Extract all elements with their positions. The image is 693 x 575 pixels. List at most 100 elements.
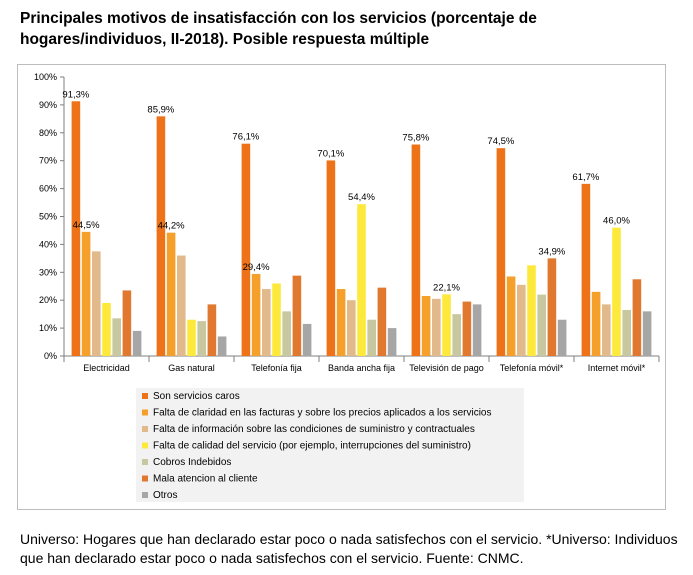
bar-3-2 [177,255,186,356]
x-category-label: Gas natural [168,363,215,373]
y-tick-label: 0% [44,351,57,361]
x-category-label: Televisión de pago [409,363,484,373]
bar-5-6 [537,294,546,356]
bar-3-3 [262,289,271,356]
bar-2-1 [81,231,91,356]
bar-6-2 [207,304,217,356]
data-label: 91,3% [62,89,89,100]
data-label: 44,2% [158,221,185,232]
bar-6-3 [292,275,302,356]
data-label: 70,1% [317,148,344,159]
bar-5-3 [282,311,291,356]
chart-footnote: Universo: Hogares que han declarado esta… [20,531,678,566]
bar-7-1 [132,330,142,356]
y-tick-label: 20% [39,295,57,305]
bar-1-2 [156,116,166,356]
legend-swatch [142,492,148,498]
y-tick-label: 80% [39,128,57,138]
bar-4-7 [612,227,621,356]
bar-1-7 [581,183,591,356]
bar-6-7 [632,279,642,356]
chart-title: Principales motivos de insatisfacción co… [20,10,537,48]
bar-2-7 [591,291,601,356]
bar-1-3 [241,143,251,356]
y-tick-label: 30% [39,267,57,277]
bar-5-7 [622,309,631,356]
y-tick-label: 50% [39,212,57,222]
bar-1-4 [326,160,336,356]
data-label: 46,0% [603,216,630,227]
bar-3-7 [602,304,611,356]
y-tick-label: 60% [39,184,57,194]
bar-5-5 [452,314,461,356]
bar-7-4 [387,328,397,356]
legend-label: Falta de información sobre las condicion… [153,424,475,435]
bar-3-5 [432,298,441,356]
data-label: 34,9% [538,246,565,257]
bar-3-6 [517,284,526,356]
bar-6-5 [462,301,472,356]
y-tick-label: 70% [39,156,57,166]
bar-1-6 [496,148,506,356]
bar-5-2 [197,321,206,356]
y-tick-label: 90% [39,100,57,110]
bar-7-7 [642,311,652,356]
bar-4-2 [187,319,196,356]
bar-7-6 [557,319,567,356]
bar-2-6 [506,276,516,356]
x-category-label: Telefonía móvil* [500,363,564,373]
bar-2-5 [421,296,431,356]
bar-4-5 [442,294,451,356]
bar-4-3 [272,283,281,356]
legend-label: Son servicios caros [153,391,240,402]
chart-frame: 0% 10% 20% 30% 40% 50% 60% 70% 80% 90% 100% Electri… [17,64,666,510]
legend-swatch [142,393,148,399]
bar-7-5 [472,304,482,356]
y-tick-label: 100% [34,72,57,82]
bar-4-1 [102,302,111,356]
x-category-label: Banda ancha fija [328,363,395,373]
bar-6-1 [122,290,132,356]
bar-3-4 [347,300,356,356]
bar-7-2 [217,336,227,356]
legend-label: Mala atencion al cliente [153,474,258,485]
legend-label: Falta de claridad en las facturas y sobr… [153,408,492,419]
bar-2-2 [166,232,176,356]
legend-box [136,388,524,502]
x-category-label: Internet móvil* [588,363,646,373]
x-category-label: Electricidad [83,363,130,373]
bar-4-6 [527,265,536,356]
legend-label: Otros [153,490,177,501]
bar-chart: 0% 10% 20% 30% 40% 50% 60% 70% 80% 90% 100% Electri… [34,72,660,502]
data-label: 29,4% [243,262,270,273]
x-category-label: Telefonía fija [251,363,302,373]
legend-label: Falta de calidad del servicio (por ejemp… [153,441,471,452]
y-tick-label: 10% [39,323,57,333]
data-label: 54,4% [348,192,375,203]
bar-2-4 [336,289,346,356]
legend-label: Cobros Indebidos [153,457,231,468]
bar-6-6 [547,258,557,356]
data-label: 74,5% [487,136,514,147]
data-label: 76,1% [232,132,259,143]
legend-swatch [142,475,148,482]
data-label: 61,7% [572,172,599,183]
y-tick-label: 40% [39,239,57,249]
bar-7-3 [302,323,312,356]
bar-5-4 [367,319,376,356]
data-label: 22,1% [433,282,460,293]
legend-swatch [142,442,148,449]
data-label: 44,5% [73,220,100,231]
legend-swatch [142,409,148,416]
bar-2-3 [251,273,261,356]
data-label: 85,9% [147,104,174,115]
bar-5-1 [112,318,121,356]
bar-1-1 [71,101,81,356]
bar-3-1 [92,251,101,356]
legend-swatch [142,459,148,465]
bar-6-4 [377,287,387,356]
legend-swatch [142,426,148,432]
bar-1-5 [411,144,421,356]
data-label: 75,8% [402,133,429,144]
bar-4-4 [357,204,366,356]
